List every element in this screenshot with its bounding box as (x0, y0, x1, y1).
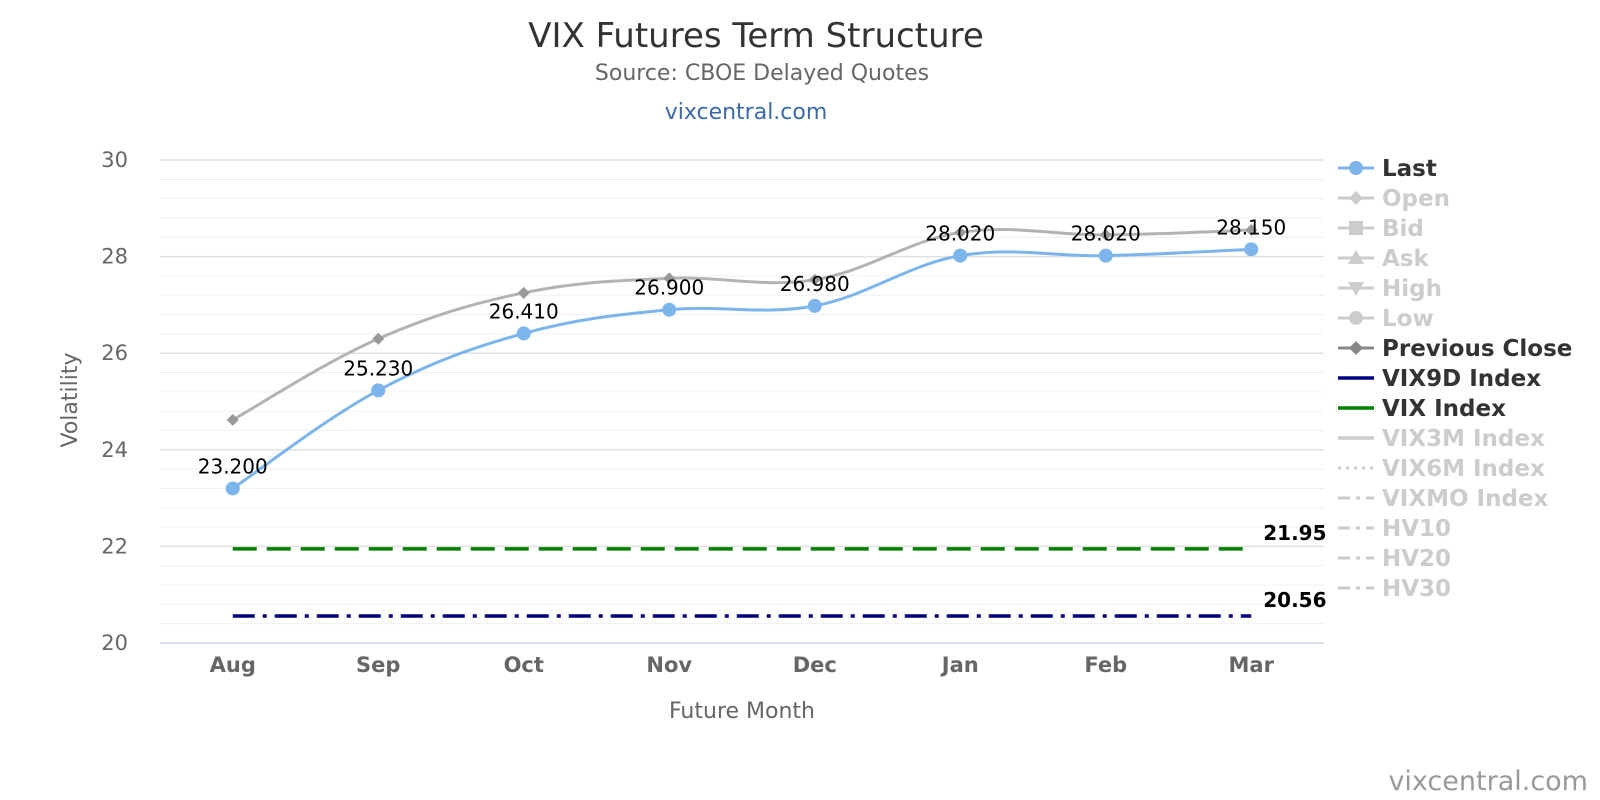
last-point[interactable] (1244, 242, 1259, 257)
legend-label: HV10 (1382, 516, 1451, 542)
last-data-label: 26.900 (634, 276, 704, 300)
legend-item-previous-close[interactable]: Previous Close (1338, 336, 1572, 362)
x-tick-label: Sep (356, 653, 400, 677)
legend-label: VIX Index (1382, 396, 1506, 422)
y-tick-label: 26 (101, 341, 128, 365)
x-tick-label: Aug (210, 653, 256, 677)
last-point[interactable] (371, 383, 386, 398)
last-point[interactable] (516, 326, 531, 341)
chart-subtitle: Source: CBOE Delayed Quotes (595, 61, 929, 86)
x-tick-label: Oct (504, 653, 544, 677)
y-tick-label: 24 (101, 438, 128, 462)
legend-label: Ask (1382, 246, 1429, 272)
legend-label: HV30 (1382, 576, 1451, 602)
legend-item-high[interactable]: High (1338, 276, 1442, 302)
legend-label: HV20 (1382, 546, 1451, 572)
x-tick-label: Nov (646, 653, 692, 677)
legend-label: High (1382, 276, 1442, 302)
x-tick-label: Dec (793, 653, 837, 677)
legend-label: Bid (1382, 216, 1424, 242)
legend-item-vix6m-index[interactable]: VIX6M Index (1338, 456, 1545, 482)
legend-item-vix-index[interactable]: VIX Index (1338, 396, 1506, 422)
legend-item-bid[interactable]: Bid (1338, 216, 1424, 242)
chart-title: VIX Futures Term Structure (528, 16, 984, 56)
legend-marker (1349, 341, 1363, 355)
legend-item-vix3m-index[interactable]: VIX3M Index (1338, 426, 1545, 452)
previous-close-marker (808, 273, 821, 286)
previous-close-marker (1245, 224, 1258, 237)
legend-marker (1349, 191, 1363, 205)
legend[interactable]: Last Open Bid Ask High Low Previous Close VIX9D… (1338, 156, 1572, 602)
last-data-label: 23.200 (198, 454, 268, 478)
previous-close-line (232, 228, 1252, 422)
source-link[interactable]: vixcentral.com (665, 100, 828, 125)
y-tick-label: 20 (101, 631, 128, 655)
previous-close-marker (517, 286, 530, 299)
x-axis-title: Future Month (669, 699, 815, 724)
last-point[interactable] (1098, 248, 1113, 263)
legend-marker (1348, 282, 1364, 296)
legend-label: Open (1382, 186, 1450, 212)
legend-label: Low (1382, 306, 1434, 332)
last-data-label: 25.230 (343, 356, 413, 380)
last-point[interactable] (662, 302, 677, 317)
legend-item-hv30[interactable]: HV30 (1338, 576, 1451, 602)
y-axis-ticks: 20 22 24 26 28 30 (101, 148, 128, 655)
last-data-label: 26.410 (489, 299, 559, 323)
credit-watermark[interactable]: vixcentral.com (1388, 766, 1588, 797)
last-data-label: 28.020 (1071, 222, 1141, 246)
legend-item-vixmo-index[interactable]: VIXMO Index (1338, 486, 1549, 512)
legend-label: VIXMO Index (1382, 486, 1549, 512)
legend-label: VIX9D Index (1382, 366, 1541, 392)
y-tick-label: 28 (101, 245, 128, 269)
legend-marker (1349, 161, 1363, 175)
legend-item-last[interactable]: Last (1338, 156, 1437, 182)
last-point[interactable] (807, 298, 822, 313)
legend-marker (1349, 311, 1363, 325)
legend-item-hv10[interactable]: HV10 (1338, 516, 1451, 542)
previous-close-marker (1099, 228, 1112, 241)
previous-close-marker (954, 226, 967, 239)
legend-item-open[interactable]: Open (1338, 186, 1450, 212)
index-value-label: 20.56 (1263, 588, 1326, 612)
y-axis-title: Volatility (58, 352, 83, 447)
last-data-label: 28.150 (1216, 215, 1286, 239)
x-axis-ticks: Aug Sep Oct Nov Dec Jan Feb Mar (210, 653, 1275, 677)
x-tick-label: Jan (940, 653, 979, 677)
legend-item-ask[interactable]: Ask (1338, 246, 1429, 272)
index-value-label: 21.95 (1263, 521, 1326, 545)
x-tick-label: Mar (1229, 653, 1275, 677)
legend-marker (1349, 221, 1363, 235)
previous-close-marker (226, 413, 239, 426)
legend-item-vix9d-index[interactable]: VIX9D Index (1338, 366, 1541, 392)
last-line (231, 247, 1252, 490)
legend-label: Previous Close (1382, 336, 1572, 362)
previous-close-marker (372, 332, 385, 345)
plot-area: 20.56 21.95 23.200 25.230 26.410 26.900 26.980… (198, 215, 1327, 618)
last-data-label: 28.020 (925, 222, 995, 246)
y-tick-label: 30 (101, 148, 128, 172)
legend-label: VIX6M Index (1382, 456, 1545, 482)
gridlines (160, 159, 1324, 625)
previous-close-marker (663, 272, 676, 285)
y-tick-label: 22 (101, 534, 128, 558)
legend-item-low[interactable]: Low (1338, 306, 1434, 332)
x-tick-label: Feb (1084, 653, 1127, 677)
legend-item-hv20[interactable]: HV20 (1338, 546, 1451, 572)
last-point[interactable] (225, 481, 240, 496)
last-point[interactable] (953, 248, 968, 263)
legend-label: VIX3M Index (1382, 426, 1545, 452)
legend-marker (1348, 250, 1364, 264)
legend-label: Last (1382, 156, 1437, 182)
last-data-label: 26.980 (780, 272, 850, 296)
